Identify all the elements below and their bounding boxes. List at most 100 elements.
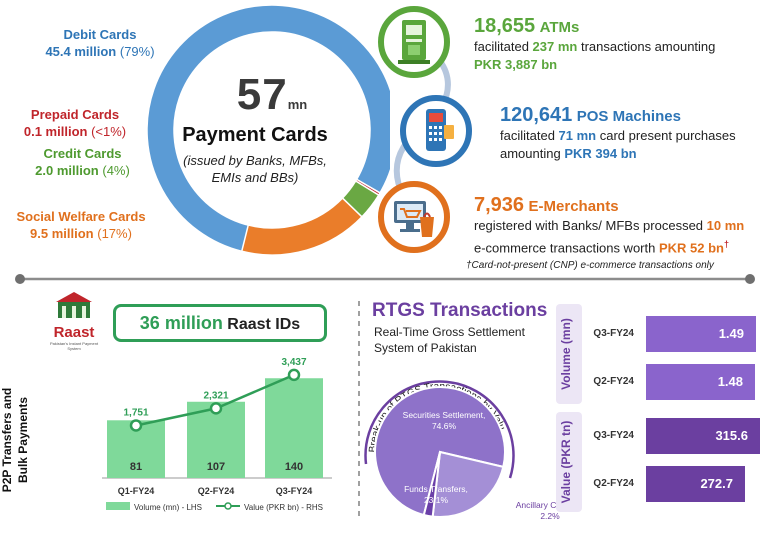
rtgs-pie-label: Funds Transfers,	[404, 484, 468, 494]
rtgs-subtitle-line2: System of Pakistan	[374, 341, 477, 355]
social-welfare-pct: (17%)	[97, 226, 132, 241]
pos-transactions: 71 mn	[558, 128, 597, 143]
pos-line1-post: card present purchases	[599, 128, 736, 143]
rtgs-pie-pct: 2.2%	[540, 511, 560, 521]
rtgs-quarter-label: Q3-FY24	[593, 328, 634, 339]
rtgs-quarter-label: Q3-FY24	[593, 430, 634, 441]
pos-line1-pre: facilitated	[500, 128, 555, 143]
raast-logo-text: Raast	[53, 324, 95, 341]
raast-value-label: 1,751	[123, 407, 148, 418]
social-welfare-value: 9.5 million	[30, 226, 94, 241]
credit-cards-name: Credit Cards	[43, 146, 122, 161]
emerchant-stats: 7,936 E-Merchants registered with Banks/…	[474, 194, 770, 257]
raast-value-point	[209, 402, 223, 415]
rtgs-subtitle-line1: Real-Time Gross Settlement	[374, 325, 525, 339]
rtgs-pie: Break-up of RTGS Transactions by ValueSe…	[360, 352, 560, 521]
raast-volume-bar	[265, 378, 323, 478]
rtgs-subtitle: Real-Time Gross Settlement System of Pak…	[374, 324, 525, 356]
rtgs-bar: 1.49	[646, 316, 756, 352]
raast-logo: Raast Pakistan's Instant Payment System	[44, 290, 104, 351]
debit-cards-pct: (79%)	[119, 44, 155, 59]
cards-title: Payment Cards	[182, 124, 328, 146]
rtgs-pie-pct: 23.1%	[424, 495, 449, 505]
cards-subtitle-line2: EMIs and BBs)	[211, 170, 299, 185]
rtgs-pie-label: Ancillary Clearing,	[516, 500, 560, 510]
prepaid-cards-name: Prepaid Cards	[30, 107, 120, 122]
raast-volume-label: 140	[285, 461, 303, 473]
pos-label: POS Machines	[576, 108, 681, 125]
emerchant-count: 7,936	[474, 194, 525, 216]
social-welfare-name: Social Welfare Cards	[16, 209, 146, 224]
raast-value-label: 3,437	[281, 357, 306, 368]
atm-count: 18,655	[474, 15, 536, 37]
raast-side-label-1: P2P Transfers and	[0, 387, 14, 493]
raast-value-point	[129, 419, 143, 432]
rtgs-quarter-label: Q2-FY24	[593, 376, 634, 387]
legend-value-label: Value (PKR bn) - RHS	[244, 503, 323, 512]
debit-cards-name: Debit Cards	[63, 27, 137, 42]
e-merchant-icon	[378, 181, 450, 253]
raast-side-label-2: Bulk Payments	[16, 396, 30, 484]
credit-cards-label: Credit Cards 2.0 million (4%)	[20, 145, 145, 179]
pos-machine-icon	[400, 95, 472, 167]
raast-ids-box: 36 million Raast IDs	[113, 304, 327, 342]
donut-segment-debit-cards	[146, 4, 390, 253]
raast-category-label: Q2-FY24	[198, 486, 235, 496]
credit-cards-value: 2.0 million	[35, 163, 99, 178]
debit-cards-value: 45.4 million	[45, 44, 117, 59]
atm-line1-post: transactions amounting	[580, 39, 716, 54]
rtgs-quarter-label: Q2-FY24	[593, 478, 634, 489]
pos-line2-pre: amounting	[500, 146, 561, 161]
prepaid-cards-value: 0.1 million	[23, 124, 88, 139]
raast-legend: Volume (mn) - LHS Value (PKR bn) - RHS	[106, 502, 323, 512]
emerchant-amount: PKR 52 bn	[658, 240, 724, 256]
legend-volume-label: Volume (mn) - LHS	[134, 503, 202, 512]
credit-cards-pct: (4%)	[102, 163, 130, 178]
rtgs-volume-axis-bg	[556, 304, 582, 404]
raast-category-label: Q3-FY24	[276, 486, 313, 496]
emerchant-transactions: 10 mn	[706, 218, 745, 233]
emerchant-footnote: †Card-not-present (CNP) e-commerce trans…	[466, 260, 714, 271]
cards-total: 57mn	[213, 70, 331, 120]
rtgs-bar: 1.48	[646, 364, 755, 400]
donut-segment-social-welfare-cards	[240, 197, 363, 256]
raast-ids-number: 36 million	[139, 313, 223, 333]
pos-count: 120,641	[500, 104, 573, 126]
social-welfare-label: Social Welfare Cards 9.5 million (17%)	[6, 208, 156, 242]
rtgs-pie-pct: 74.6%	[432, 421, 457, 431]
horizontal-divider	[15, 274, 755, 284]
atm-icon	[378, 6, 450, 78]
pos-stats: 120,641 POS Machines facilitated 71 mn c…	[500, 104, 770, 163]
rtgs-pie-outline	[364, 380, 515, 479]
rtgs-title: RTGS Transactions	[372, 300, 548, 321]
raast-ids-label: Raast IDs	[227, 316, 301, 333]
legend-value-marker	[224, 502, 232, 510]
raast-side-label: P2P Transfers and Bulk Payments	[0, 375, 59, 505]
prepaid-cards-pct: (<1%)	[91, 124, 127, 139]
rtgs-pie-slice-funds-transfers	[431, 450, 505, 518]
raast-volume-label: 107	[207, 461, 225, 473]
emerchant-line2-pre: e-commerce transactions worth	[474, 240, 656, 256]
atm-line1-pre: facilitated	[474, 39, 529, 54]
pos-amount: PKR 394 bn	[564, 146, 637, 161]
rtgs-bar: 272.7	[646, 466, 745, 502]
raast-chart: 81 Q1-FY24 107 Q2-FY24 140 Q3-FY24 1,751 2,321 3…	[102, 357, 332, 512]
cards-total-unit: mn	[287, 97, 308, 112]
atm-label: ATMs	[539, 19, 580, 36]
raast-category-label: Q1-FY24	[118, 486, 155, 496]
rtgs-value-axis-label: Value (PKR tn)	[559, 420, 573, 504]
rtgs-pie-label: Securities Settlement,	[403, 410, 486, 420]
raast-volume-label: 81	[130, 461, 142, 473]
cards-subtitle-line1: (issued by Banks, MFBs,	[183, 153, 327, 168]
rtgs-bar: 315.6	[646, 418, 760, 454]
raast-value-label: 2,321	[203, 390, 228, 401]
rtgs-pie-slice-ancillary-clearing	[422, 451, 441, 518]
raast-building-icon	[56, 292, 92, 318]
rtgs-value-axis-bg	[556, 412, 582, 512]
cards-total-number: 57	[236, 70, 288, 119]
legend-volume-swatch	[106, 502, 130, 510]
atm-stats: 18,655 ATMs facilitated 237 mn transacti…	[474, 15, 769, 74]
prepaid-cards-label: Prepaid Cards 0.1 million (<1%)	[10, 106, 140, 140]
payment-cards-donut	[146, 4, 390, 256]
